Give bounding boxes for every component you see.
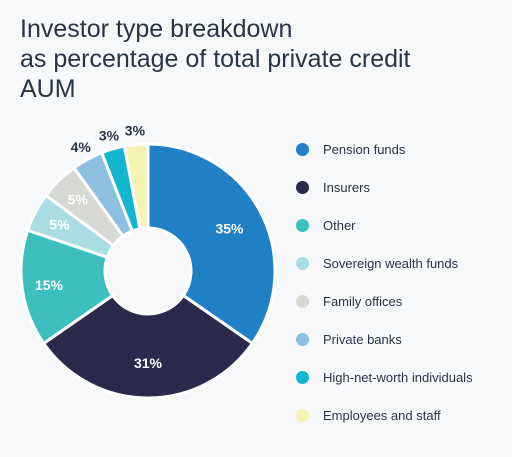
- data-label-private-banks: 4%: [71, 139, 92, 155]
- slice-insurers: [42, 294, 254, 400]
- slice-other: [19, 228, 115, 345]
- legend-label: Other: [323, 217, 356, 233]
- legend-label: Sovereign wealth funds: [323, 255, 459, 271]
- legend-swatch: [296, 294, 309, 308]
- legend-swatch: [296, 256, 309, 270]
- legend-item-pension-funds: Pension funds: [296, 130, 473, 168]
- data-label-pension-funds: 35%: [215, 220, 244, 236]
- legend-item-sovereign-wealth-funds: Sovereign wealth funds: [296, 244, 473, 282]
- legend-label: Private banks: [323, 331, 402, 347]
- legend-swatch: [296, 408, 309, 422]
- chart-title-line-1: Investor type breakdown: [20, 15, 293, 43]
- legend-label: Pension funds: [323, 141, 406, 157]
- legend-label: Family offices: [323, 293, 403, 309]
- data-label-family-offices: 5%: [68, 192, 89, 208]
- slice-employees-and-staff: [122, 142, 150, 231]
- donut-chart: 35% 31% 15% 5% 5% 4% 3% 3%: [19, 123, 277, 400]
- legend-item-employees-and-staff: Employees and staff: [296, 396, 473, 434]
- data-label-employees-and-staff: 3%: [125, 123, 146, 139]
- legend-swatch: [296, 142, 309, 156]
- legend-item-other: Other: [296, 206, 473, 244]
- legend-label: Insurers: [323, 179, 370, 195]
- data-label-high-net-worth-individuals: 3%: [99, 128, 120, 144]
- legend-item-family-offices: Family offices: [296, 282, 473, 320]
- chart-title: Investor type breakdown as percentage of…: [20, 14, 500, 104]
- slice-pension-funds: [146, 142, 277, 345]
- legend-item-private-banks: Private banks: [296, 320, 473, 358]
- legend-swatch: [296, 370, 309, 384]
- legend-item-high-net-worth-individuals: High-net-worth individuals: [296, 358, 473, 396]
- legend-item-insurers: Insurers: [296, 168, 473, 206]
- legend-swatch: [296, 218, 309, 232]
- chart-title-line-3: AUM: [20, 75, 76, 103]
- chart-title-line-2: as percentage of total private credit: [20, 45, 411, 73]
- data-label-sovereign-wealth-funds: 5%: [49, 217, 70, 233]
- data-label-insurers: 31%: [134, 355, 163, 371]
- legend-label: Employees and staff: [323, 407, 441, 423]
- data-label-other: 15%: [35, 277, 64, 293]
- legend-label: High-net-worth individuals: [323, 369, 473, 385]
- legend-swatch: [296, 332, 309, 346]
- legend-swatch: [296, 180, 309, 194]
- chart-legend: Pension funds Insurers Other Sovereign weal…: [296, 130, 473, 434]
